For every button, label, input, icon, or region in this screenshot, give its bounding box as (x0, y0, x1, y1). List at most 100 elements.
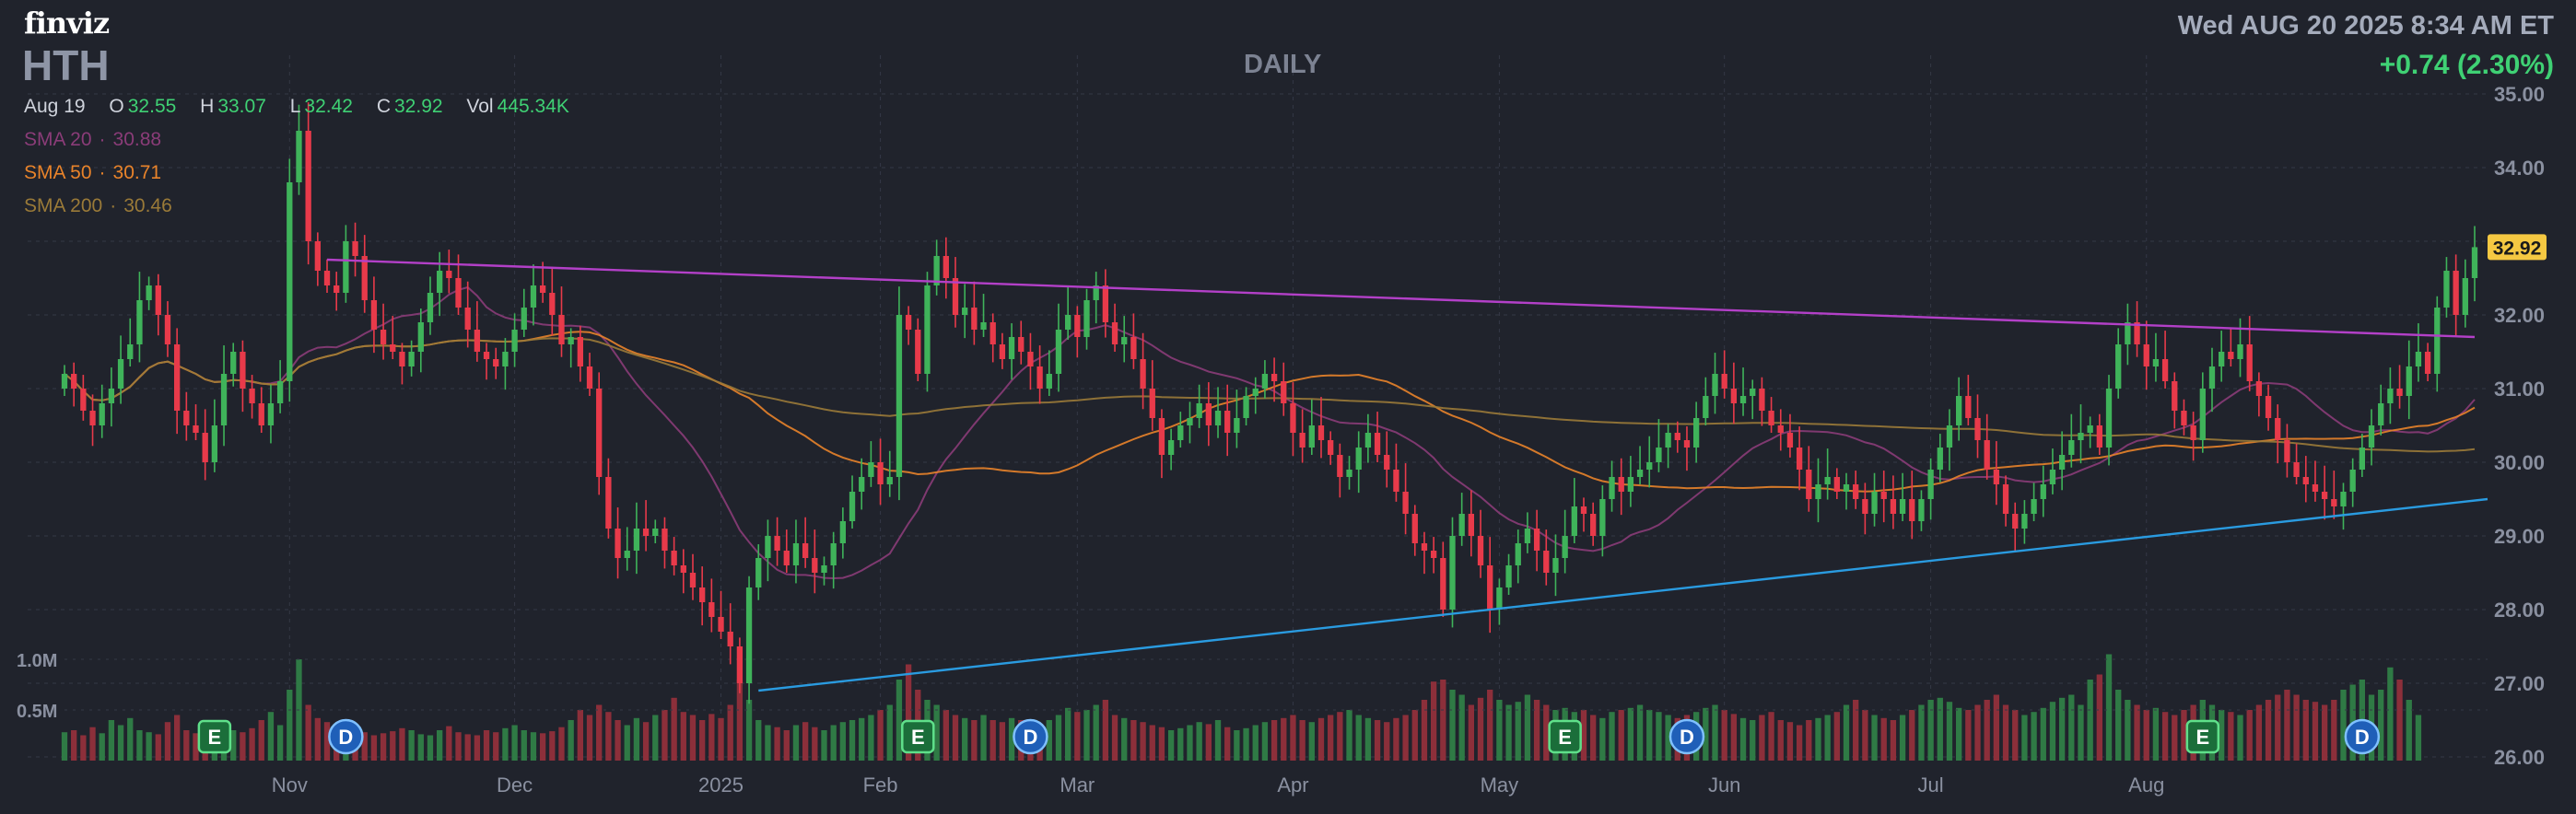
volume-bar (549, 731, 556, 761)
earnings-marker[interactable]: E (1548, 719, 1582, 754)
finviz-logo[interactable]: finviz (24, 6, 110, 41)
candle-body (745, 587, 753, 683)
high-value: 33.07 (217, 96, 266, 117)
candle-body (989, 322, 996, 344)
candle-body (240, 352, 246, 389)
y-tick-label: 28.00 (2494, 599, 2545, 622)
earnings-marker[interactable]: E (901, 719, 935, 754)
candle-body (2331, 499, 2337, 506)
dividend-marker[interactable]: D (1013, 718, 1048, 755)
candle-body (2078, 433, 2084, 440)
volume-bar (868, 715, 874, 761)
dividend-marker[interactable]: D (328, 718, 364, 755)
candle-body (276, 381, 284, 403)
volume-bar (1768, 712, 1774, 761)
event-marker-label: E (1558, 726, 1572, 749)
timeframe-label[interactable]: DAILY (1244, 50, 1322, 79)
dividend-marker[interactable]: D (2344, 718, 2381, 755)
x-tick-label: Apr (1277, 773, 1308, 797)
volume-bar (1721, 710, 1727, 761)
earnings-marker[interactable]: E (197, 719, 232, 754)
volume-bar (905, 664, 912, 761)
candle-body (1880, 492, 1887, 499)
dividend-marker[interactable]: D (1669, 718, 1705, 755)
x-tick-label: Dec (497, 773, 533, 797)
volume-bar (1927, 700, 1934, 761)
candle-body (877, 462, 884, 484)
candle-body (2340, 492, 2347, 506)
candle-body (2199, 389, 2206, 440)
candle-body (1750, 389, 1756, 396)
volume-bar (1984, 700, 1990, 761)
ticker-symbol[interactable]: HTH (22, 41, 110, 89)
volume-bar (1730, 714, 1738, 761)
sma50-legend[interactable]: SMA 50 · 30.71 (24, 162, 162, 183)
x-axis: Nov Dec 2025 Feb Mar Apr May Jun Jul Aug (272, 773, 2165, 797)
candle-body (220, 374, 228, 425)
candle-body (1627, 477, 1634, 492)
volume-bar (1411, 710, 1418, 761)
candle-body (1984, 440, 1990, 470)
candle-body (1243, 396, 1249, 418)
candle-body (1487, 565, 1493, 610)
candle-body (2012, 514, 2019, 529)
volume-bar (1777, 720, 1784, 761)
candle-body (2115, 344, 2122, 389)
volume-bar (1158, 727, 1165, 761)
volume-bar (1140, 722, 1146, 761)
candle-body (89, 411, 96, 425)
candle-body (699, 587, 706, 602)
candle-body (1993, 470, 2000, 484)
candle-body (2265, 396, 2272, 418)
volume-bar (61, 732, 68, 761)
sma20-legend[interactable]: SMA 20 · 30.88 (24, 129, 162, 150)
volume-bar (755, 720, 762, 761)
candle-body (1149, 389, 1155, 418)
volume-bar (2312, 702, 2319, 761)
sma50-label: SMA 50 (24, 162, 92, 183)
candle-body (1196, 403, 1202, 418)
earnings-marker[interactable]: E (2185, 719, 2220, 754)
candle-body (1768, 411, 1774, 425)
candle-body (962, 308, 968, 315)
candle-body (173, 344, 181, 411)
candle-body (1477, 536, 1484, 565)
candle-body (2087, 425, 2093, 433)
candle-body (343, 241, 349, 293)
candle-body (370, 300, 378, 330)
candle-body (718, 617, 724, 632)
volume-bar (1937, 697, 1943, 761)
volume-bar (999, 722, 1006, 761)
candle-body (446, 271, 452, 278)
candle-body (258, 403, 264, 425)
volume-bar (783, 730, 790, 761)
candle-body (1270, 374, 1278, 381)
candle-body (437, 271, 443, 293)
candle-body (2152, 359, 2160, 366)
dividend-marker-circle (1013, 718, 1048, 755)
candle-body (915, 330, 921, 374)
y-axis: 26.0027.0028.0029.0030.0031.0032.0033.00… (2494, 83, 2545, 769)
candle-body (2387, 389, 2394, 403)
candle-body (839, 521, 847, 543)
volume-bar (615, 720, 621, 761)
volume-bar (1590, 715, 1597, 761)
candle-body (2105, 389, 2113, 448)
candle-body (1083, 300, 1090, 337)
y-tick-label: 26.00 (2494, 746, 2545, 769)
volume-bar (633, 717, 640, 761)
trendlines[interactable] (326, 258, 2488, 692)
sma200-legend[interactable]: SMA 200 · 30.46 (24, 195, 172, 216)
volume-bar (2219, 710, 2225, 761)
volume-bar (689, 715, 697, 761)
volume-bar (193, 733, 199, 761)
candle-body (1158, 418, 1165, 455)
volume-bar (1750, 720, 1756, 761)
candle-body (859, 477, 865, 492)
volume-bar (361, 732, 368, 761)
candle-body (296, 131, 302, 182)
candle-body (417, 322, 424, 352)
volume-bar (1008, 717, 1015, 761)
